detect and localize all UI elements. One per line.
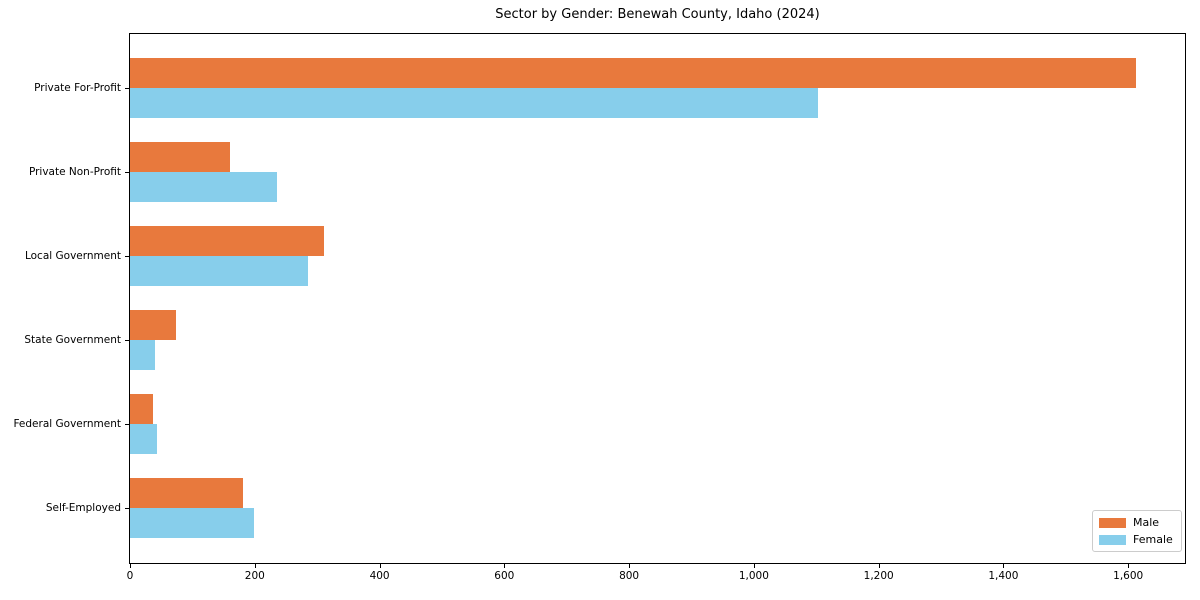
y-tick-label-private-for-profit: Private For-Profit — [34, 82, 121, 94]
x-tick-mark — [629, 564, 631, 568]
x-tick-label-1200: 1,200 — [863, 570, 894, 582]
x-tick-mark — [130, 564, 131, 568]
bar-female-state-government — [130, 340, 155, 370]
bar-female-private-for-profit — [130, 88, 818, 118]
legend-item-male: Male — [1099, 516, 1173, 529]
x-tick-label-400: 400 — [369, 570, 390, 582]
x-tick-mark — [753, 564, 755, 568]
y-tick-label-state-government: State Government — [24, 334, 121, 346]
bar-female-federal-government — [130, 424, 157, 454]
legend: Male Female — [1092, 510, 1182, 552]
y-tick-mark — [125, 256, 129, 257]
y-tick-label-federal-government: Federal Government — [13, 418, 121, 430]
legend-item-female: Female — [1099, 533, 1173, 546]
x-tick-mark — [504, 564, 506, 568]
bar-male-private-non-profit — [130, 142, 230, 172]
male-legend-swatch — [1099, 517, 1126, 528]
x-tick-mark — [254, 564, 256, 568]
chart-title: Sector by Gender: Benewah County, Idaho … — [495, 7, 820, 22]
x-tick-mark — [379, 564, 381, 568]
y-tick-mark — [125, 172, 129, 173]
x-tick-mark — [878, 564, 880, 568]
y-tick-label-local-government: Local Government — [24, 250, 121, 262]
bar-female-private-non-profit — [130, 172, 278, 202]
x-tick-mark — [1128, 564, 1130, 568]
x-tick-label-1600: 1,600 — [1113, 570, 1144, 582]
y-tick-mark — [125, 340, 129, 341]
x-tick-label-800: 800 — [619, 570, 640, 582]
x-tick-label-200: 200 — [244, 570, 265, 582]
y-axis-labels: Private For-Profit Private Non-Profit Loca… — [0, 33, 129, 564]
y-tick-mark — [125, 508, 129, 509]
y-tick-label-self-employed: Self-Employed — [45, 502, 121, 514]
x-tick-label-1400: 1,400 — [988, 570, 1019, 582]
bar-female-self-employed — [130, 508, 254, 538]
y-tick-label-private-non-profit: Private Non-Profit — [28, 166, 121, 178]
x-tick-label-1000: 1,000 — [738, 570, 769, 582]
female-legend-swatch — [1099, 534, 1126, 545]
bar-female-local-government — [130, 256, 309, 286]
plot-area — [129, 33, 1186, 564]
bar-male-local-government — [130, 226, 324, 256]
bar-male-federal-government — [130, 394, 153, 424]
x-tick-mark — [1003, 564, 1005, 568]
x-tick-label-600: 600 — [494, 570, 515, 582]
legend-label-male: Male — [1133, 516, 1160, 529]
bar-male-private-for-profit — [130, 58, 1136, 88]
bar-male-self-employed — [130, 478, 243, 508]
y-tick-mark — [125, 88, 129, 89]
bar-male-state-government — [130, 310, 177, 340]
y-tick-mark — [125, 424, 129, 425]
legend-label-female: Female — [1133, 533, 1173, 546]
x-tick-label-0: 0 — [126, 570, 134, 582]
